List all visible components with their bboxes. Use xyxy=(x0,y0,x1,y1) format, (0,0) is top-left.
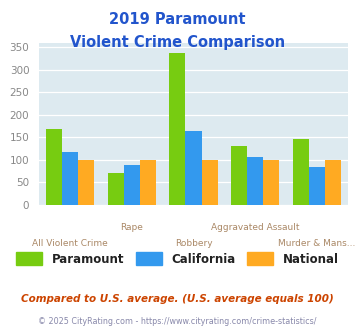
Bar xyxy=(247,156,263,205)
Bar xyxy=(202,160,218,205)
Text: Murder & Mans...: Murder & Mans... xyxy=(278,239,355,248)
Text: Robbery: Robbery xyxy=(175,239,212,248)
Legend: Paramount, California, National: Paramount, California, National xyxy=(11,248,344,271)
Bar xyxy=(231,146,247,205)
Bar xyxy=(309,167,325,205)
Bar xyxy=(263,160,279,205)
Bar xyxy=(124,165,140,205)
Bar xyxy=(293,139,309,205)
Bar xyxy=(108,173,124,205)
Bar xyxy=(46,129,62,205)
Bar xyxy=(140,160,156,205)
Bar xyxy=(62,152,78,205)
Text: Aggravated Assault: Aggravated Assault xyxy=(211,223,300,232)
Text: All Violent Crime: All Violent Crime xyxy=(32,239,108,248)
Bar xyxy=(325,160,341,205)
Bar xyxy=(169,53,185,205)
Text: Compared to U.S. average. (U.S. average equals 100): Compared to U.S. average. (U.S. average … xyxy=(21,294,334,304)
Text: Rape: Rape xyxy=(120,223,143,232)
Text: Violent Crime Comparison: Violent Crime Comparison xyxy=(70,35,285,50)
Bar xyxy=(78,160,94,205)
Bar xyxy=(185,131,202,205)
Text: 2019 Paramount: 2019 Paramount xyxy=(109,12,246,26)
Text: © 2025 CityRating.com - https://www.cityrating.com/crime-statistics/: © 2025 CityRating.com - https://www.city… xyxy=(38,317,317,326)
